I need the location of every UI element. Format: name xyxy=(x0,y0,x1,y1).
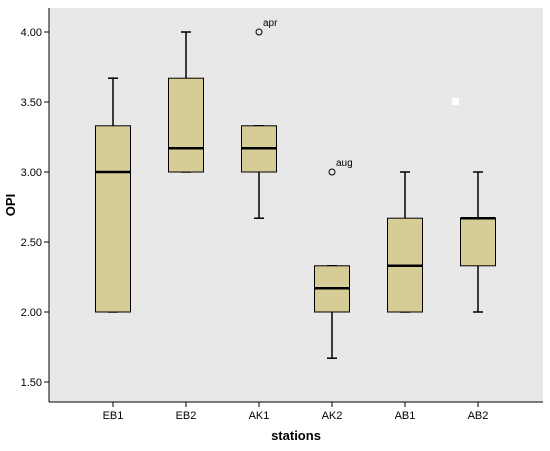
outlier-point xyxy=(328,168,336,176)
x-ticks: EB1 EB2 AK1 AK2 AB1 AB2 xyxy=(103,402,489,422)
box-body xyxy=(95,125,131,313)
box-ab1 xyxy=(387,171,423,313)
box-eb2 xyxy=(168,31,204,173)
y-tick-label: 1.50 xyxy=(21,377,42,389)
x-tick-label: AK2 xyxy=(322,410,343,422)
y-axis-title: OPI xyxy=(3,194,18,216)
boxes xyxy=(95,31,496,359)
y-tick-label: 2.00 xyxy=(21,307,42,319)
outliers: apr aug xyxy=(255,18,353,176)
x-tick-label: EB2 xyxy=(176,410,197,422)
axes xyxy=(48,8,543,403)
y-tick-label: 3.50 xyxy=(21,97,42,109)
x-tick-label: AB2 xyxy=(468,410,489,422)
y-ticks: 1.50 2.00 2.50 3.00 3.50 4.00 xyxy=(21,27,49,389)
box-ak2 xyxy=(314,265,350,359)
x-tick-label: AB1 xyxy=(395,410,416,422)
y-tick-label: 4.00 xyxy=(21,27,42,39)
legend-marker xyxy=(452,98,459,105)
y-tick-label: 3.00 xyxy=(21,167,42,179)
x-tick-label: AK1 xyxy=(249,410,270,422)
box-body xyxy=(460,217,496,267)
outlier-label: aug xyxy=(336,158,353,169)
box-body xyxy=(168,77,204,173)
outlier-point xyxy=(255,28,263,36)
x-tick-label: EB1 xyxy=(103,410,124,422)
x-axis-title: stations xyxy=(271,428,321,443)
box-eb1 xyxy=(95,77,131,313)
y-tick-label: 2.50 xyxy=(21,237,42,249)
box-ak1 xyxy=(241,125,277,219)
box-ab2 xyxy=(460,171,496,313)
plot-background xyxy=(49,8,543,402)
outlier-label: apr xyxy=(263,18,278,29)
